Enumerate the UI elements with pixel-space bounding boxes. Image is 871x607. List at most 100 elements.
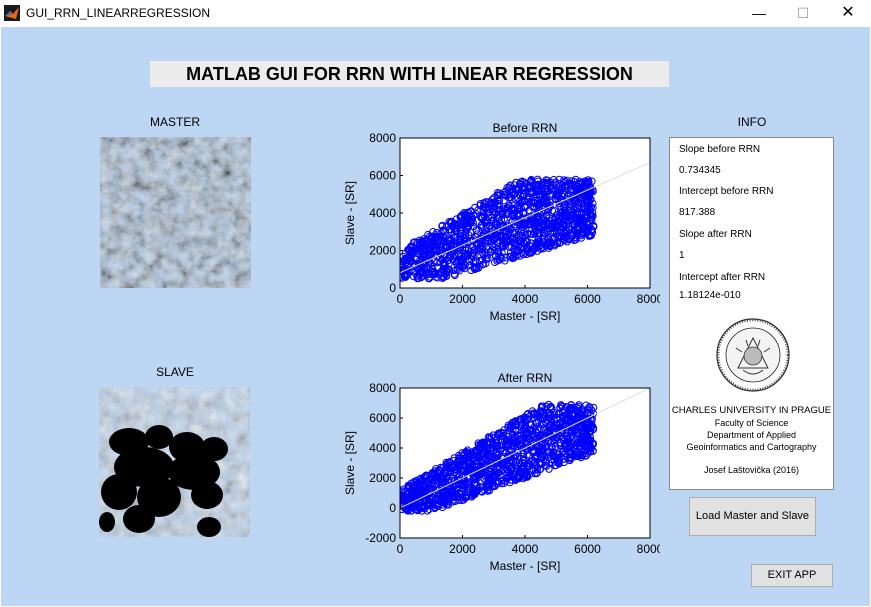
data-point xyxy=(481,239,489,248)
data-point xyxy=(587,436,595,444)
data-point xyxy=(552,428,560,437)
data-point xyxy=(491,470,499,478)
minimize-button[interactable]: — xyxy=(752,5,766,21)
data-point xyxy=(511,426,520,434)
data-point xyxy=(408,265,416,274)
x-tick-label: 6000 xyxy=(574,542,601,556)
data-point xyxy=(514,231,522,239)
data-point xyxy=(400,261,407,270)
data-point xyxy=(560,458,568,467)
data-point xyxy=(571,209,580,218)
data-point xyxy=(425,494,434,503)
data-point xyxy=(539,415,547,423)
data-point xyxy=(409,272,418,281)
data-point xyxy=(536,459,545,467)
data-point xyxy=(542,241,550,250)
data-point xyxy=(543,192,551,201)
data-point xyxy=(400,505,406,514)
data-point xyxy=(527,215,535,223)
data-point xyxy=(495,430,503,439)
data-point xyxy=(538,214,547,222)
matlab-icon xyxy=(4,5,20,21)
data-point xyxy=(436,237,445,245)
data-point xyxy=(429,244,438,253)
data-point xyxy=(495,189,504,197)
data-point xyxy=(507,465,515,473)
data-point xyxy=(582,187,591,195)
data-point xyxy=(557,402,566,410)
data-point xyxy=(587,443,595,452)
data-point xyxy=(554,450,562,459)
data-point xyxy=(485,221,493,230)
data-point xyxy=(457,212,465,220)
x-axis-label: Master - [SR] xyxy=(490,559,561,573)
data-point xyxy=(510,436,518,445)
data-point xyxy=(487,470,495,479)
data-point xyxy=(500,222,508,231)
info-panel: Slope before RRN 0.734345 Intercept befo… xyxy=(669,137,834,490)
data-point xyxy=(448,489,456,497)
data-point xyxy=(466,228,475,236)
data-point xyxy=(410,500,418,508)
data-point xyxy=(458,466,467,474)
data-point xyxy=(482,255,491,263)
data-point xyxy=(529,230,538,239)
data-point xyxy=(458,461,466,469)
data-point xyxy=(438,222,446,231)
data-point xyxy=(456,218,465,226)
scatter-plot-before: Before RRN 0 2000 4000 6000 8000 0 2000 4000 6000… xyxy=(343,121,660,323)
data-point xyxy=(439,493,447,501)
x-tick-label: 2000 xyxy=(449,292,476,306)
data-point xyxy=(426,485,435,493)
regression-line xyxy=(400,162,650,274)
data-point xyxy=(492,448,500,457)
data-point xyxy=(582,179,591,187)
data-point xyxy=(501,477,510,485)
data-point xyxy=(435,501,443,509)
faculty-name: Faculty of Science xyxy=(714,418,789,428)
data-point xyxy=(566,448,575,456)
data-point xyxy=(553,211,561,219)
y-tick-label: 2000 xyxy=(369,244,396,258)
data-point xyxy=(498,210,506,218)
data-point xyxy=(537,444,546,453)
maximize-button[interactable]: ☐ xyxy=(796,5,810,21)
data-point xyxy=(505,201,513,210)
data-point xyxy=(490,193,498,202)
data-point xyxy=(545,242,553,251)
data-point xyxy=(431,270,439,279)
data-point xyxy=(571,194,579,202)
master-label: MASTER xyxy=(149,115,200,129)
data-point xyxy=(585,447,593,455)
data-point xyxy=(540,226,549,234)
data-point xyxy=(450,456,458,465)
load-master-slave-button[interactable]: Load Master and Slave xyxy=(689,497,816,536)
page-title: MATLAB GUI FOR RRN WITH LINEAR REGRESSIO… xyxy=(150,61,669,87)
y-tick-label: 6000 xyxy=(369,411,396,425)
x-tick-label: 4000 xyxy=(512,542,539,556)
data-point xyxy=(501,257,509,265)
data-point xyxy=(455,489,463,497)
data-point xyxy=(560,190,569,198)
data-point xyxy=(494,441,502,450)
chart-title: After RRN xyxy=(498,371,553,385)
data-point xyxy=(404,253,413,262)
slope-before-label: Slope before RRN xyxy=(679,144,761,155)
data-point xyxy=(493,247,502,256)
data-point xyxy=(498,248,506,257)
close-button[interactable]: ✕ xyxy=(841,4,855,21)
data-point xyxy=(527,230,535,238)
data-point xyxy=(514,446,523,455)
data-point xyxy=(534,237,543,246)
data-point xyxy=(552,424,560,432)
slope-before-value: 0.734345 xyxy=(679,165,721,176)
data-point xyxy=(474,484,482,493)
data-point xyxy=(577,196,586,205)
data-point xyxy=(408,498,417,507)
data-point xyxy=(507,424,515,432)
data-point xyxy=(514,204,522,212)
x-tick-label: 8000 xyxy=(637,292,660,306)
data-point xyxy=(558,208,567,216)
exit-app-button[interactable]: EXIT APP xyxy=(751,564,833,587)
data-point xyxy=(560,176,568,184)
